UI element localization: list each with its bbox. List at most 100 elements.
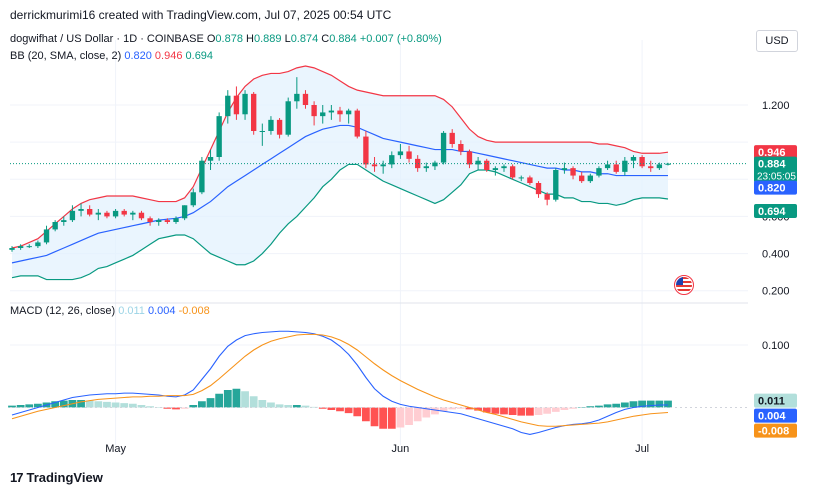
- candle: [328, 105, 335, 120]
- macd-hist-bar: [223, 390, 232, 408]
- macd-value-label: 0.004: [754, 408, 797, 423]
- candle-body: [449, 132, 455, 144]
- candle: [61, 216, 67, 226]
- bb-legend[interactable]: BB (20, SMA, close, 2) 0.820 0.946 0.694: [10, 50, 213, 62]
- ohlc-close: 0.884: [329, 33, 357, 45]
- candle-body: [311, 105, 317, 117]
- candle-body: [613, 164, 619, 172]
- price-axis-tick: 1.200: [762, 100, 790, 112]
- candle-body: [518, 177, 524, 179]
- candle-body: [570, 168, 576, 176]
- candle: [268, 116, 274, 135]
- candle-body: [579, 175, 585, 182]
- candle-body: [458, 144, 464, 152]
- macd-histogram: [8, 388, 748, 429]
- macd-hist-bar: [344, 407, 353, 414]
- ohlc-close-label: C: [321, 33, 330, 45]
- candle-body: [535, 183, 542, 195]
- macd-hist-bar: [25, 404, 34, 408]
- ohlc-open-label: O: [206, 33, 216, 45]
- candle-body: [17, 246, 24, 248]
- candle: [26, 244, 32, 248]
- macd-hist-value: 0.011: [118, 305, 145, 317]
- candle-body: [553, 170, 559, 200]
- candle: [484, 158, 490, 172]
- bb-lower-price-label: 0.694: [754, 203, 797, 218]
- bb-upper-value: 0.946: [154, 50, 183, 62]
- candle: [397, 144, 404, 159]
- candle-body: [43, 229, 50, 243]
- candle-body: [216, 116, 222, 157]
- macd-hist-bar: [629, 401, 638, 408]
- candle-body: [622, 160, 628, 172]
- macd-hist-bar: [336, 407, 344, 412]
- candle: [17, 244, 24, 250]
- candle: [121, 209, 127, 217]
- candle-body: [484, 160, 490, 170]
- macd-hist-bar: [526, 407, 534, 416]
- candle-body: [276, 119, 283, 135]
- macd-hist-bar: [664, 400, 672, 408]
- candle-body: [69, 210, 76, 221]
- bb-basis-price-label-text: 0.820: [758, 183, 786, 195]
- candle: [78, 203, 84, 217]
- candle-body: [596, 168, 602, 176]
- macd-hist-bar: [163, 407, 172, 409]
- macd-hist-bar: [353, 407, 362, 417]
- candle-body: [501, 166, 507, 169]
- bb-basis-line: [11, 124, 668, 264]
- candle: [466, 149, 473, 169]
- tradingview-logo[interactable]: 17 TradingView: [10, 470, 103, 485]
- candle: [458, 140, 464, 156]
- candle: [371, 157, 378, 172]
- candle: [406, 145, 412, 163]
- macd-hist-label: 0.011: [754, 393, 797, 408]
- macd-hist-bar: [491, 407, 500, 414]
- candle: [130, 210, 136, 221]
- macd-hist-bar: [232, 388, 241, 408]
- currency-button[interactable]: USD: [756, 30, 798, 52]
- macd-hist-bar: [327, 407, 336, 410]
- candle-body: [9, 248, 15, 250]
- symbol-legend: dogwifhat / US Dollar · 1D · COINBASE O0…: [10, 33, 442, 45]
- candle-body: [648, 166, 654, 169]
- candle: [294, 77, 300, 109]
- macd-hist-bar: [301, 405, 310, 408]
- macd-hist-bar: [16, 405, 25, 408]
- candle-body: [259, 131, 265, 132]
- candle: [190, 188, 196, 208]
- candle-body: [544, 194, 550, 200]
- macd-hist-bar: [448, 407, 457, 410]
- candle-body: [466, 151, 473, 165]
- macd-hist-bar: [595, 405, 603, 408]
- brand-name: TradingView: [26, 470, 103, 485]
- candle: [320, 105, 326, 124]
- macd-legend[interactable]: MACD (12, 26, close) 0.011 0.004 -0.008: [10, 305, 210, 317]
- candle-body: [78, 209, 84, 211]
- time-axis-tick: May: [105, 443, 126, 455]
- candle-body: [328, 110, 335, 113]
- macd-label: MACD (12, 26, close): [10, 305, 116, 317]
- candle-body: [423, 166, 429, 169]
- candle: [138, 210, 145, 221]
- symbol-title[interactable]: dogwifhat / US Dollar · 1D · COINBASE: [10, 33, 204, 45]
- candle: [345, 108, 352, 124]
- macd-hist-bar: [103, 401, 111, 408]
- candle: [337, 106, 343, 122]
- candle: [225, 90, 231, 124]
- macd-hist-bar: [318, 407, 327, 409]
- candle: [535, 181, 542, 198]
- macd-hist-bar: [638, 400, 646, 408]
- candle: [276, 118, 283, 139]
- macd-hist-bar: [258, 400, 267, 408]
- macd-hist-bar: [586, 406, 595, 408]
- macd-hist-bar: [396, 407, 405, 428]
- candle-body: [432, 162, 438, 167]
- macd-hist-bar: [241, 391, 249, 408]
- countdown-text: 23:05:05: [757, 172, 796, 183]
- candle-body: [415, 158, 421, 169]
- ohlc-open: 0.878: [215, 33, 243, 45]
- us-flag-icon[interactable]: [674, 275, 694, 295]
- macd-hist-bar: [59, 400, 68, 408]
